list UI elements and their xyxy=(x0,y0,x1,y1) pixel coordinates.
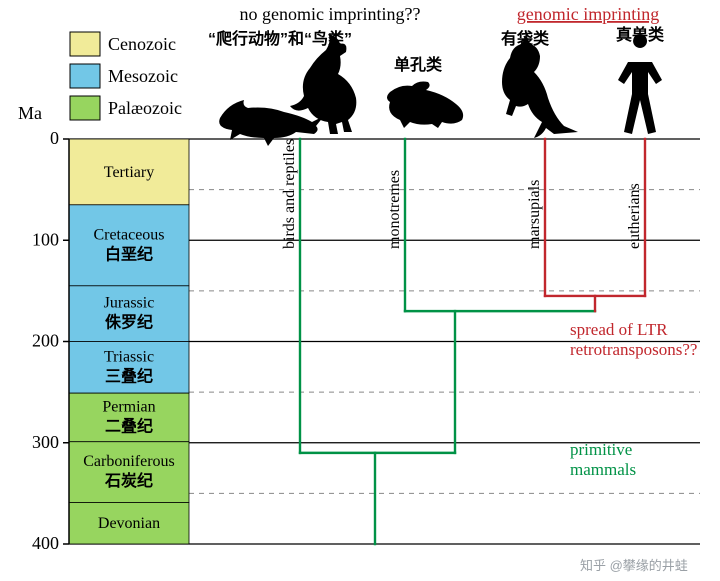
legend-swatch xyxy=(70,64,100,88)
legend-label: Palæozoic xyxy=(108,98,182,118)
watermark: 知乎 @攀缘的井蛙 xyxy=(580,558,688,573)
era-label: Cretaceous xyxy=(93,226,164,243)
era-label: Permian xyxy=(102,398,155,415)
legend-label: Cenozoic xyxy=(108,34,176,54)
kangaroo-icon xyxy=(502,34,578,138)
tip-label: monotremes xyxy=(386,170,403,249)
era-label: Triassic xyxy=(104,348,154,365)
axis-tick-label: 400 xyxy=(32,533,59,553)
silhouettes xyxy=(219,34,662,146)
header-no-imprinting: no genomic imprinting?? xyxy=(240,4,421,24)
era-label: Jurassic xyxy=(104,295,155,312)
human-icon xyxy=(618,34,662,134)
y-axis: 0 100 200 300 400 Ma xyxy=(18,103,69,553)
platypus-icon xyxy=(387,82,463,129)
legend-label: Mesozoic xyxy=(108,66,178,86)
axis-tick-label: 300 xyxy=(32,432,59,452)
era-label: Devonian xyxy=(98,515,160,532)
axis-tick-label: 0 xyxy=(50,128,59,148)
axis-tick-label: 200 xyxy=(32,331,59,351)
tip-label: birds and reptiles xyxy=(281,139,298,249)
era-label-cn: 白垩纪 xyxy=(105,244,153,263)
geologic-column: Tertiary Cretaceous白垩纪 Jurassic侏罗纪 Triassic… xyxy=(69,139,189,544)
legend: Cenozoic Mesozoic Palæozoic xyxy=(70,32,182,120)
legend-swatch xyxy=(70,96,100,120)
annotations: spread of LTRretrotransposons?? primitive… xyxy=(570,320,697,479)
tip-label: marsupials xyxy=(526,180,543,249)
era-label-cn: 石炭纪 xyxy=(104,471,153,490)
era-label-cn: 侏罗纪 xyxy=(105,313,153,332)
tip-label: eutherians xyxy=(626,183,643,249)
annotation-prim: primitive xyxy=(570,440,632,459)
legend-swatch xyxy=(70,32,100,56)
header-cn: 单孔类 xyxy=(394,55,443,74)
axis-label: Ma xyxy=(18,103,42,123)
header-imprinting: genomic imprinting xyxy=(517,4,659,24)
era-block xyxy=(69,442,189,503)
annotation-ltr: retrotransposons?? xyxy=(570,340,697,359)
era-label-cn: 三叠纪 xyxy=(105,366,153,385)
era-label: Carboniferous xyxy=(83,453,175,470)
header-labels: no genomic imprinting?? genomic imprintin… xyxy=(208,4,665,74)
annotation-ltr: spread of LTR xyxy=(570,320,668,339)
era-label: Tertiary xyxy=(104,164,154,181)
era-label-cn: 二叠纪 xyxy=(105,416,153,435)
era-block xyxy=(69,205,189,286)
annotation-prim: mammals xyxy=(570,460,636,479)
axis-tick-label: 100 xyxy=(32,229,59,249)
